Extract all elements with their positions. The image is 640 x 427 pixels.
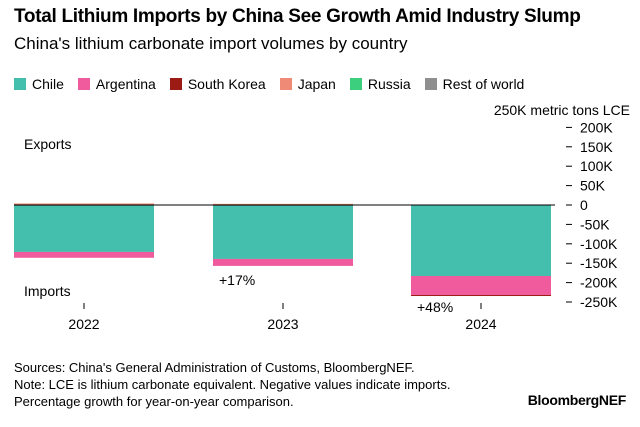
legend-item-russia: Russia — [349, 76, 411, 92]
y-tick-label: 200K — [580, 119, 613, 135]
x-tick-label: 2023 — [267, 316, 298, 332]
legend-label: Argentina — [95, 76, 156, 92]
legend-swatch — [349, 78, 362, 90]
legend-label: Russia — [367, 76, 411, 92]
y-tick-label: 150K — [580, 139, 613, 155]
bar-chile-2022 — [14, 205, 154, 252]
chart-subtitle: China's lithium carbonate import volumes… — [14, 34, 408, 53]
y-tick-label: -100K — [580, 236, 618, 252]
legend-swatch — [14, 78, 26, 90]
y-tick-label: -250K — [580, 294, 618, 310]
x-tick-label: 2022 — [68, 316, 99, 332]
legend-label: Japan — [297, 76, 336, 92]
y-tick-label: 50K — [580, 178, 606, 194]
legend-item-chile: Chile — [14, 76, 64, 92]
y-tick-label: 100K — [580, 158, 613, 174]
sources-note: Sources: China's General Administration … — [14, 360, 415, 375]
legend-item-south-korea: South Korea — [169, 76, 266, 92]
legend-item-japan: Japan — [279, 76, 336, 92]
bar-argentina-2022 — [14, 251, 154, 258]
legend-item-rest-of-world: Rest of world — [424, 76, 525, 92]
y-axis-label: 250K metric tons LCE — [494, 102, 630, 118]
legend-item-argentina: Argentina — [77, 76, 156, 92]
bar-japan-2022 — [14, 203, 154, 205]
legend-label: Rest of world — [442, 76, 525, 92]
legend-swatch — [424, 78, 437, 90]
y-tick-label: -50K — [580, 216, 610, 232]
y-tick-label: -200K — [580, 275, 618, 291]
notes: Sources: China's General Administration … — [14, 359, 450, 410]
bar-south-korea-2024 — [411, 295, 551, 297]
legend: Chile Argentina South Korea Japan Russia Rest… — [14, 76, 524, 92]
growth-label: +48% — [417, 299, 453, 315]
y-tick-label: -150K — [580, 255, 618, 271]
x-tick-label: 2024 — [465, 316, 496, 332]
bar-japan-2023 — [213, 203, 353, 205]
legend-swatch — [77, 78, 90, 90]
lce-note: Note: LCE is lithium carbonate equivalen… — [14, 377, 451, 392]
legend-label: South Korea — [187, 76, 266, 92]
bar-argentina-2023 — [213, 258, 353, 266]
legend-swatch — [169, 78, 182, 90]
exports-label: Exports — [24, 136, 71, 152]
brand-logo: BloombergNEF — [527, 392, 627, 408]
imports-label: Imports — [24, 283, 71, 299]
chart-title: Total Lithium Imports by China See Growt… — [14, 6, 581, 27]
bar-chile-2023 — [213, 205, 353, 259]
bar-chile-2024 — [411, 205, 551, 277]
bar-argentina-2024 — [411, 276, 551, 296]
legend-label: Chile — [32, 76, 64, 92]
y-tick-label: 0 — [580, 197, 588, 213]
growth-label: +17% — [219, 272, 255, 288]
growth-note: Percentage growth for year-on-year compa… — [14, 394, 294, 409]
legend-swatch — [279, 78, 292, 90]
